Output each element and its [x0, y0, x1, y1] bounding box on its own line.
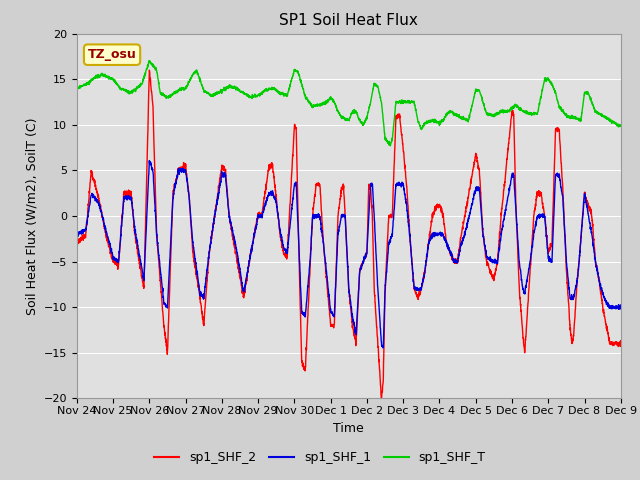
Line: sp1_SHF_2: sp1_SHF_2: [77, 70, 621, 399]
sp1_SHF_2: [135, 254, 143, 260]
sp1_SHF_T: [548, 82, 556, 88]
sp1_SHF_1: [135, 249, 143, 254]
sp1_SHF_T: [387, 143, 394, 149]
sp1_SHF_2: [282, 253, 289, 259]
sp1_SHF_2: [378, 396, 385, 402]
Legend: sp1_SHF_2, sp1_SHF_1, sp1_SHF_T: sp1_SHF_2, sp1_SHF_1, sp1_SHF_T: [149, 446, 491, 469]
sp1_SHF_2: [145, 67, 153, 73]
Title: SP1 Soil Heat Flux: SP1 Soil Heat Flux: [280, 13, 418, 28]
X-axis label: Time: Time: [333, 421, 364, 434]
Line: sp1_SHF_T: sp1_SHF_T: [77, 60, 621, 146]
sp1_SHF_1: [607, 305, 614, 311]
sp1_SHF_2: [73, 238, 81, 244]
sp1_SHF_T: [135, 84, 143, 89]
sp1_SHF_2: [168, 237, 175, 243]
sp1_SHF_1: [168, 228, 175, 234]
sp1_SHF_1: [282, 247, 289, 252]
sp1_SHF_2: [548, 243, 556, 249]
sp1_SHF_T: [282, 91, 289, 96]
sp1_SHF_2: [617, 341, 625, 347]
sp1_SHF_T: [305, 100, 313, 106]
sp1_SHF_T: [168, 92, 175, 98]
sp1_SHF_T: [73, 85, 81, 91]
sp1_SHF_T: [145, 58, 153, 63]
sp1_SHF_1: [145, 157, 153, 163]
sp1_SHF_1: [617, 302, 625, 308]
Text: TZ_osu: TZ_osu: [88, 48, 136, 61]
Y-axis label: Soil Heat Flux (W/m2), SoilT (C): Soil Heat Flux (W/m2), SoilT (C): [25, 117, 38, 315]
sp1_SHF_2: [607, 341, 614, 347]
sp1_SHF_1: [305, 270, 313, 276]
sp1_SHF_1: [73, 230, 81, 236]
Line: sp1_SHF_1: sp1_SHF_1: [77, 160, 621, 348]
sp1_SHF_1: [379, 345, 387, 351]
sp1_SHF_T: [607, 119, 614, 124]
sp1_SHF_T: [617, 123, 625, 129]
sp1_SHF_2: [305, 284, 313, 289]
sp1_SHF_1: [548, 259, 556, 265]
